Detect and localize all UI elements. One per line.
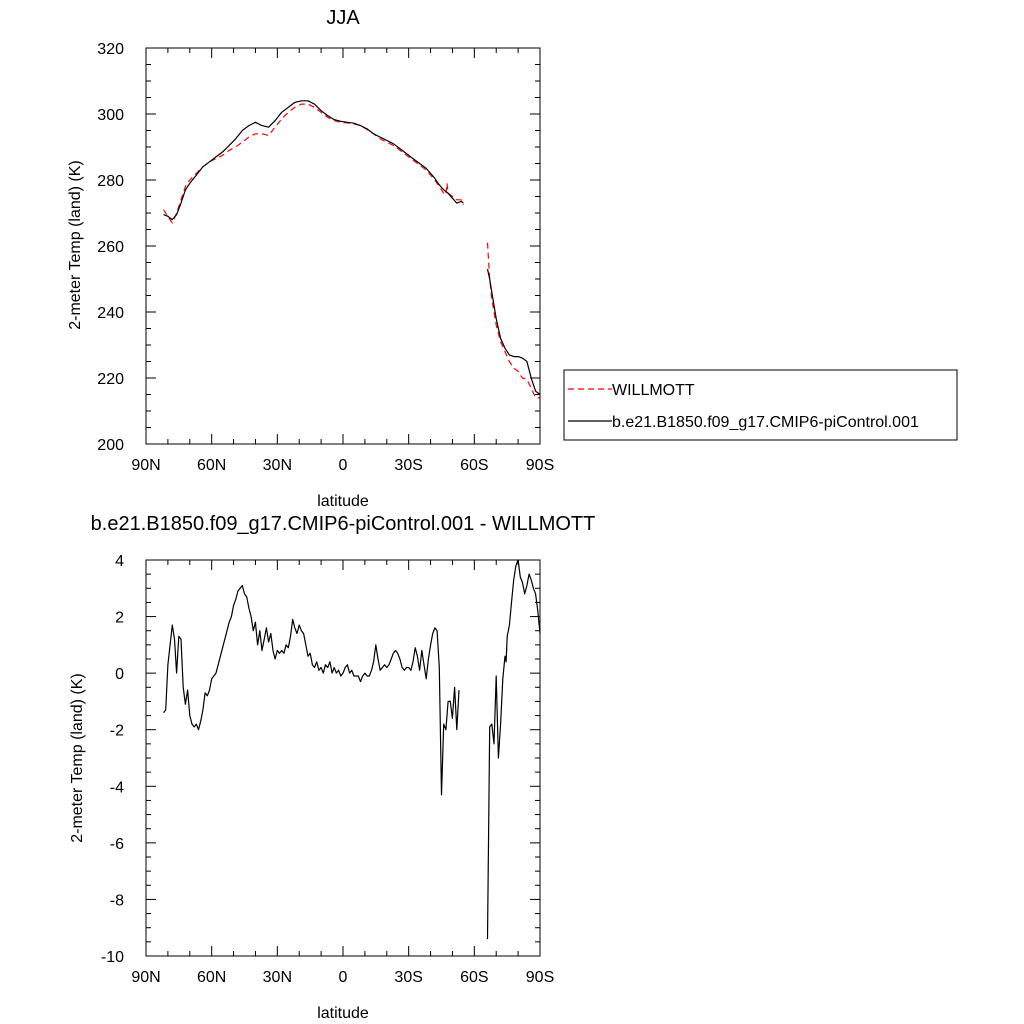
y-tick-label: -6 (110, 836, 124, 853)
legend: WILLMOTT b.e21.B1850.f09_g17.CMIP6-piCon… (563, 369, 958, 441)
y-tick-label: 220 (97, 371, 124, 388)
y-tick-label: -10 (101, 949, 124, 966)
axes: 90N 60N 30N 0 30S 60S 90S -10 -8 -6 -4 -2 0 2 4 (101, 553, 554, 986)
y-tick-label: 280 (97, 173, 124, 190)
y-tick-label: 0 (115, 666, 124, 683)
y-tick-label: 200 (97, 437, 124, 454)
x-tick-label: 90S (526, 969, 554, 986)
x-tick-label: 30N (263, 457, 292, 474)
x-tick-label: 90N (131, 969, 160, 986)
temperature-plot: JJA 90N 60N 30N 0 30S 60S 90S 200 220 240 260 280 30… (67, 7, 958, 510)
difference-plot: b.e21.B1850.f09_g17.CMIP6-piControl.001 … (69, 513, 595, 1022)
x-tick-label: 0 (339, 457, 348, 474)
y-tick-label: 260 (97, 239, 124, 256)
y-tick-label: -4 (110, 779, 124, 796)
x-tick-label: 30N (263, 969, 292, 986)
x-tick-label: 60N (197, 969, 226, 986)
x-axis-label: latitude (317, 493, 369, 510)
plot-frame (145, 47, 541, 445)
y-tick-label: 320 (97, 41, 124, 58)
y-tick-label: -8 (110, 892, 124, 909)
y-tick-label: -2 (110, 723, 124, 740)
legend-entry-model: b.e21.B1850.f09_g17.CMIP6-piControl.001 (612, 414, 919, 431)
series-0-line-segment-0 (163, 103, 464, 224)
series-lines (163, 100, 541, 399)
y-axis-label: 2-meter Temp (land) (K) (69, 673, 86, 843)
y-axis-label: 2-meter Temp (land) (K) (67, 160, 84, 330)
series-lines (163, 559, 541, 940)
x-axis-label: latitude (317, 1005, 369, 1022)
series-1-line-segment-0 (163, 100, 464, 221)
x-tick-label: 60N (197, 457, 226, 474)
axes: 90N 60N 30N 0 30S 60S 90S 200 220 240 260 280 300 320 (97, 41, 554, 474)
series-0-line-segment-1 (486, 559, 541, 940)
chart-title: JJA (326, 7, 360, 29)
x-tick-label: 60S (460, 457, 488, 474)
legend-entry-willmott: WILLMOTT (612, 382, 695, 399)
series-0-line-segment-1 (486, 242, 540, 399)
x-tick-label: 60S (460, 969, 488, 986)
series-0-line-segment-0 (163, 584, 460, 796)
x-tick-label: 30S (394, 457, 422, 474)
x-tick-label: 90N (131, 457, 160, 474)
x-tick-label: 30S (394, 969, 422, 986)
y-tick-label: 300 (97, 107, 124, 124)
chart-title: b.e21.B1850.f09_g17.CMIP6-piControl.001 … (91, 513, 596, 535)
plot-frame (145, 559, 541, 957)
y-tick-label: 240 (97, 305, 124, 322)
legend-box (563, 369, 958, 441)
x-tick-label: 90S (526, 457, 554, 474)
y-tick-label: 2 (115, 610, 124, 627)
series-1-line-segment-1 (486, 268, 541, 395)
y-tick-label: 4 (115, 553, 124, 570)
x-tick-label: 0 (339, 969, 348, 986)
